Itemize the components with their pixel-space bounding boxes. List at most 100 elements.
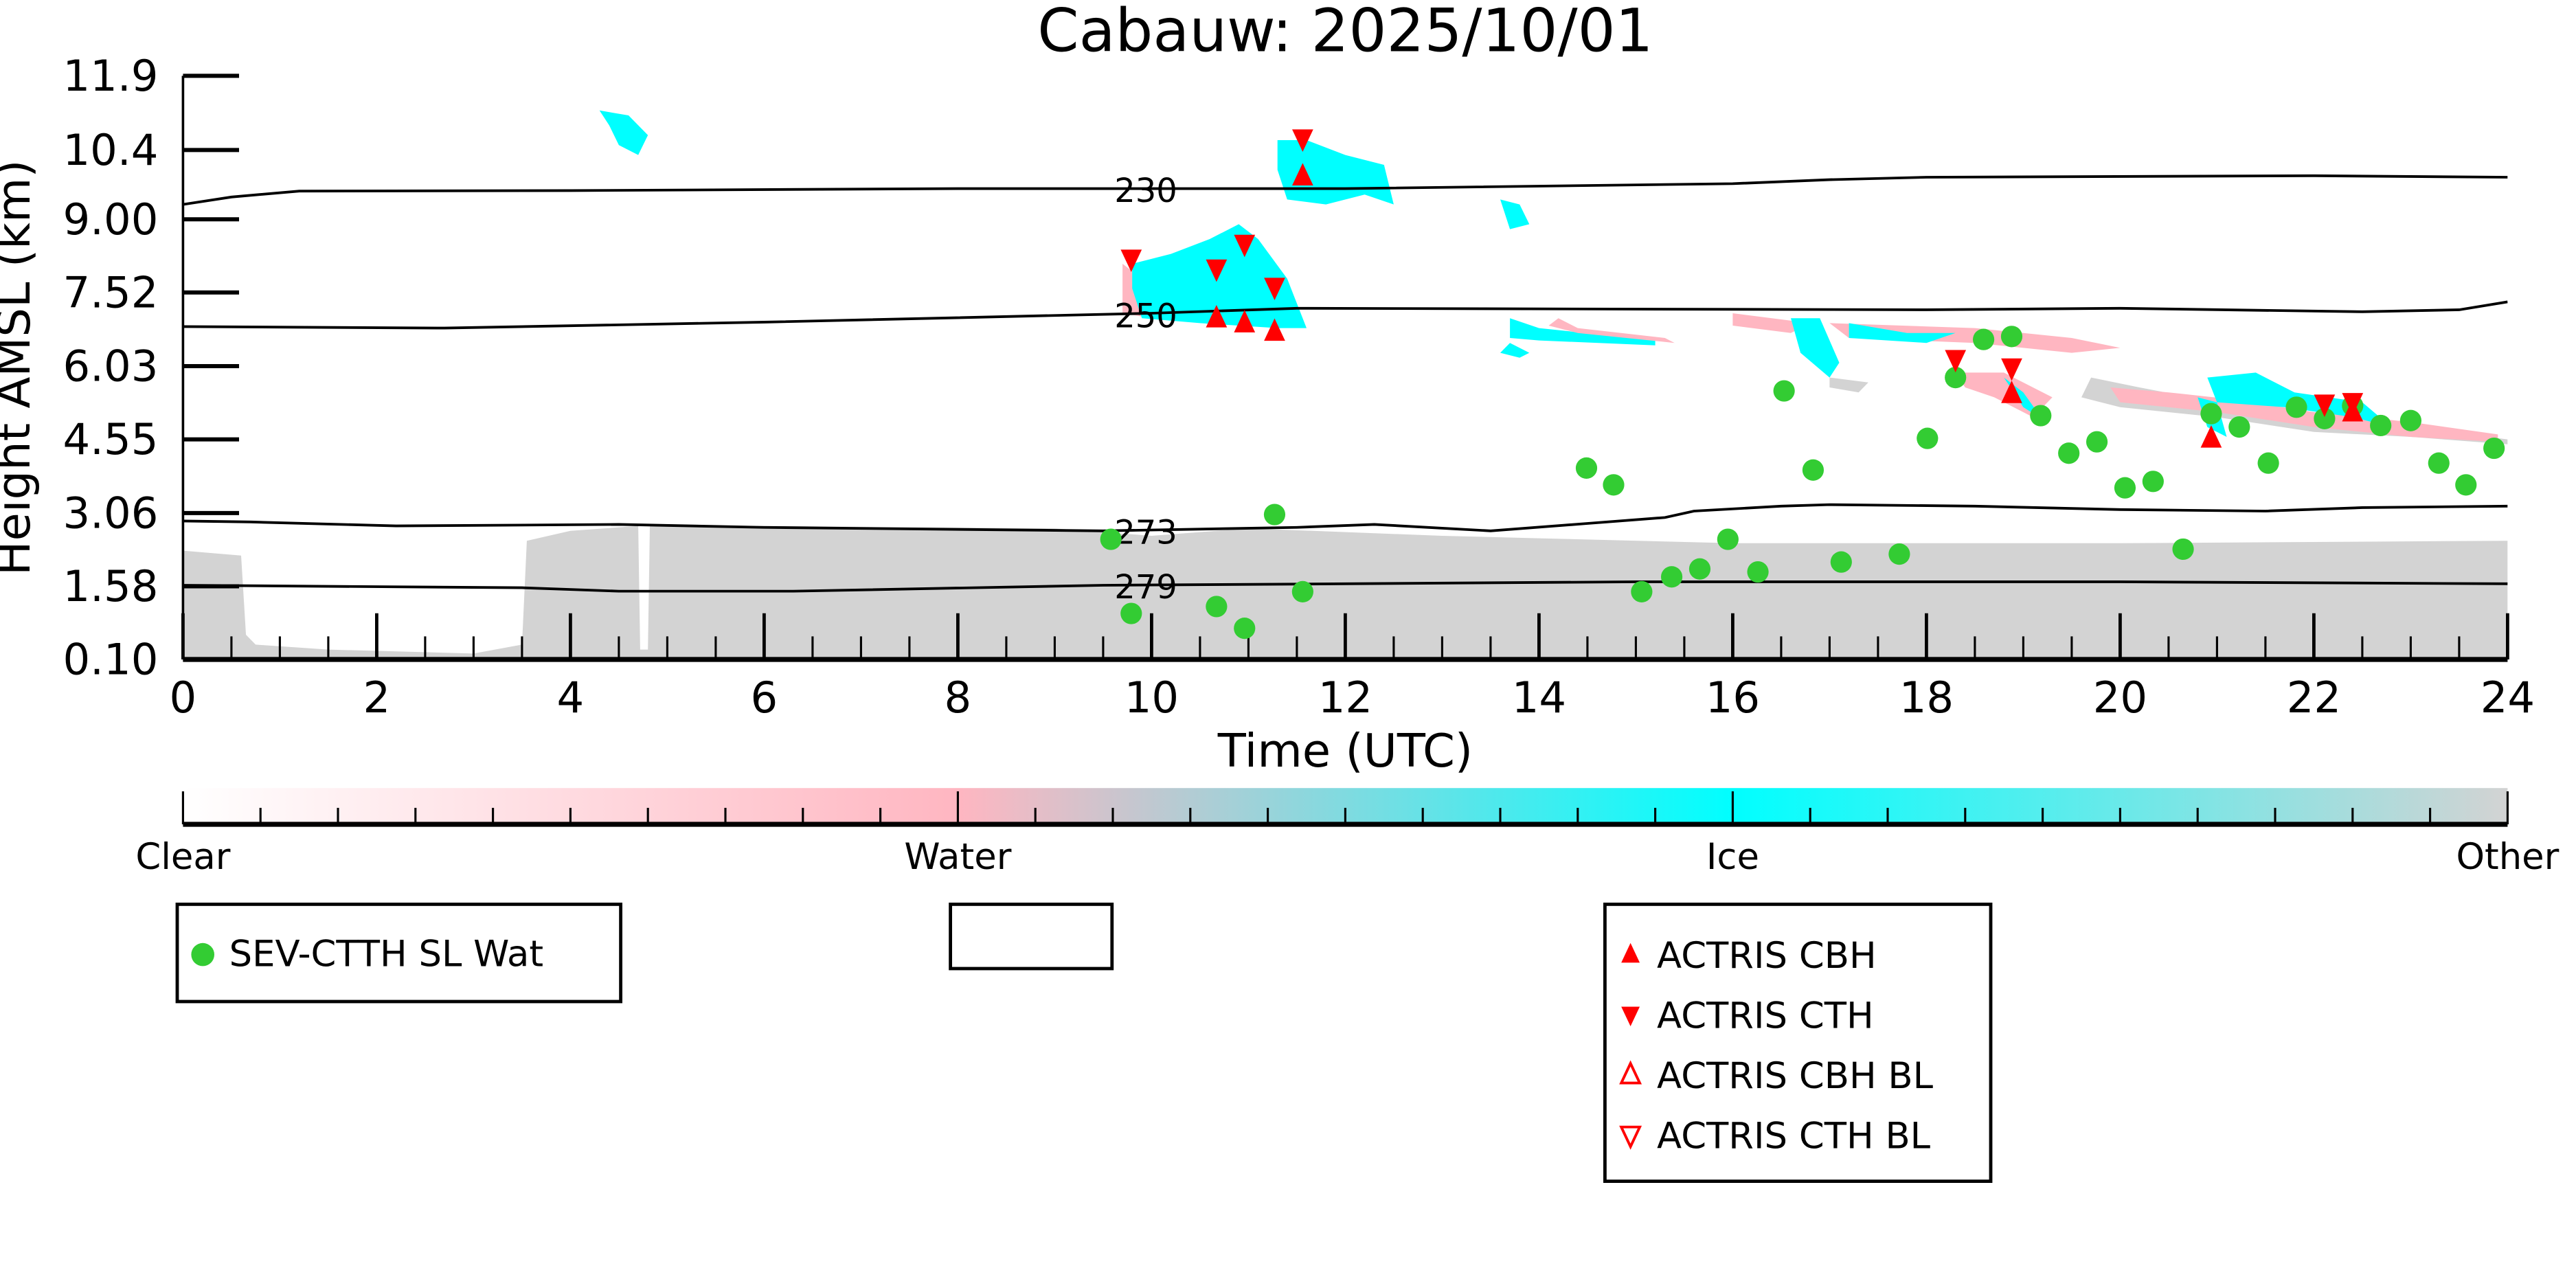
sev-ctth-sl-wat-point	[2428, 452, 2450, 474]
legend-marker-actris-cth-bl	[1619, 1125, 1642, 1150]
cloud-region-ice	[1277, 140, 1394, 205]
legend-label-actris-cbh-bl: ACTRIS CBH BL	[1657, 1055, 1934, 1097]
sev-ctth-sl-wat-point	[2086, 431, 2108, 453]
sev-ctth-sl-wat-point	[2455, 474, 2477, 496]
cloud-region-ice	[1500, 343, 1530, 358]
contour-label: 279	[1114, 568, 1177, 607]
cloud-classification-layer	[183, 110, 2508, 659]
sev-ctth-sl-wat-point	[1631, 580, 1653, 602]
cloud-region-water	[1548, 318, 1675, 343]
actris-cth-point	[1206, 259, 1228, 282]
actris-cbh-point	[1292, 163, 1313, 185]
chart-title: Cabauw: 2025/10/01	[1037, 0, 1653, 65]
cloud-region-ice	[599, 110, 648, 155]
colorbar-label-clear: Clear	[135, 836, 230, 878]
sev-ctth-sl-wat-point	[1206, 596, 1228, 618]
sev-ctth-sl-wat-point	[1100, 528, 1122, 550]
sev-ctth-sl-wat-point	[1263, 504, 1286, 526]
legend-marker-actris-cth	[1621, 1006, 1640, 1026]
sev-ctth-sl-wat-point	[1660, 566, 1683, 588]
sev-ctth-sl-wat-point	[2314, 407, 2336, 429]
actris-cbh-point	[1206, 305, 1228, 328]
cloud-region-water	[1732, 313, 1830, 333]
actris-cbh-point	[2200, 425, 2222, 448]
x-tick-label: 0	[170, 673, 197, 723]
y-tick-label: 6.03	[63, 341, 158, 392]
legend-label-sev-ctth: SEV-CTTH SL Wat	[229, 933, 543, 975]
legend-box-actris	[1603, 903, 1993, 1183]
sev-ctth-sl-wat-point	[1773, 380, 1795, 402]
x-tick-label: 12	[1318, 673, 1372, 723]
legend-box-empty	[949, 903, 1114, 971]
x-axis-label: Time (UTC)	[1217, 724, 1473, 778]
y-axis-label: Height AMSL (km)	[0, 159, 41, 576]
cloud-region-ice	[1500, 199, 1530, 229]
sev-ctth-sl-wat-point	[1945, 367, 1967, 389]
x-tick-label: 10	[1125, 673, 1179, 723]
y-tick-label: 10.4	[63, 125, 158, 175]
x-tick-label: 4	[557, 673, 585, 723]
sev-ctth-sl-wat-point	[1575, 457, 1598, 479]
legend-box-satellite	[175, 903, 622, 1004]
cloud-region-ice	[1510, 318, 1656, 346]
sev-ctth-sl-wat-point	[2370, 414, 2392, 437]
actris-cth-point	[2342, 393, 2364, 416]
legend-label-actris-cth-bl: ACTRIS CTH BL	[1657, 1116, 1931, 1157]
actris-cth-point	[1234, 234, 1256, 258]
sev-ctth-sl-wat-point	[1717, 528, 1739, 550]
sev-ctth-sl-wat-point	[2399, 409, 2421, 431]
actris-cth-point	[1120, 249, 1142, 272]
sev-ctth-sl-wat-point	[2058, 442, 2080, 464]
contour-line-230	[183, 174, 2508, 206]
temperature-contours	[183, 174, 2508, 593]
legend-marker-sev-ctth	[191, 942, 214, 967]
x-tick-label: 22	[2287, 673, 2341, 723]
sev-ctth-sl-wat-point	[1120, 602, 1142, 624]
actris-cbh-point	[1234, 310, 1256, 332]
x-tick-label: 14	[1512, 673, 1566, 723]
y-tick-label: 7.52	[63, 267, 158, 317]
contour-label: 273	[1114, 514, 1177, 552]
contour-label: 250	[1114, 297, 1177, 335]
contour-line-273	[183, 503, 2508, 532]
cloud-region-ice	[1791, 318, 1840, 378]
y-tick-label: 0.10	[63, 635, 158, 685]
x-tick-label: 16	[1706, 673, 1760, 723]
sev-ctth-sl-wat-point	[1888, 543, 1910, 565]
sev-ctth-sl-wat-point	[1830, 551, 1852, 573]
sev-ctth-sl-wat-point	[1802, 459, 1824, 481]
sev-ctth-sl-wat-point	[1917, 427, 1939, 449]
actris-cbh-point	[1264, 318, 1285, 341]
actris-cth-point	[1292, 129, 1313, 152]
x-tick-label: 6	[751, 673, 778, 723]
legend-marker-actris-cbh-bl	[1619, 1060, 1642, 1085]
contour-label: 230	[1114, 172, 1177, 210]
y-tick-label: 4.55	[63, 414, 158, 464]
sev-ctth-sl-wat-point	[1291, 580, 1313, 602]
sev-ctth-sl-wat-point	[2483, 437, 2505, 460]
actris-cbh-point	[2001, 381, 2022, 403]
x-tick-label: 2	[363, 673, 391, 723]
colorbar-label-ice: Ice	[1706, 836, 1759, 878]
sev-ctth-sl-wat-point	[2142, 471, 2164, 493]
x-tick-label: 24	[2481, 673, 2535, 723]
y-tick-label: 3.06	[63, 488, 158, 538]
cloud-region-other	[1829, 377, 1868, 393]
x-tick-label: 20	[2093, 673, 2147, 723]
legend-marker-actris-cbh	[1621, 942, 1640, 963]
sev-ctth-sl-wat-point	[1972, 328, 1995, 350]
actris-cth-point	[1264, 278, 1285, 301]
sev-ctth-sl-wat-point	[2285, 396, 2307, 418]
legends: SEV-CTTH SL Wat ACTRIS CBH ACTRIS CTH ACTRI…	[175, 903, 1993, 1183]
x-tick-label: 18	[1899, 673, 1954, 723]
legend-label-actris-cbh: ACTRIS CBH	[1657, 935, 1877, 977]
colorbar: Clear Water Ice Other	[135, 788, 2560, 878]
y-tick-label: 9.00	[63, 194, 158, 245]
sev-ctth-sl-wat-point	[1603, 474, 1625, 496]
sev-ctth-sl-wat-point	[2172, 538, 2194, 561]
sev-ctth-sl-wat-point	[1234, 618, 1256, 640]
sev-ctth-sl-wat-point	[2114, 477, 2136, 499]
actris-cth-point	[2001, 358, 2022, 381]
